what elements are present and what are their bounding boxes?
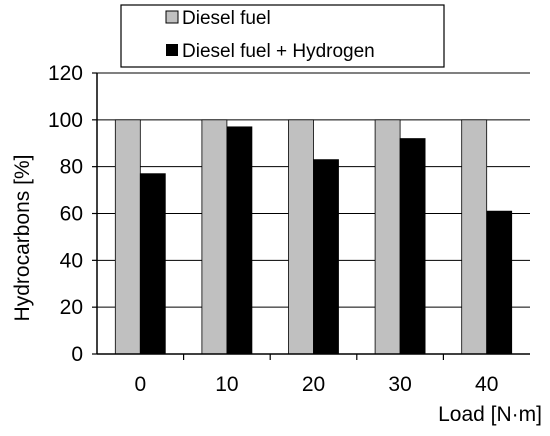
bar-diesel-10 [201,119,228,355]
legend-swatch-diesel [165,10,179,24]
x-tick-labels: 0 10 20 30 40 [134,373,498,396]
y-tick-label-100: 100 [48,109,83,132]
bar-diesel-hydrogen-30 [399,138,426,355]
y-tick-label-20: 20 [60,296,83,319]
axes [92,72,530,360]
legend-label-diesel-hydrogen: Diesel fuel + Hydrogen [182,41,375,62]
bar-diesel-40 [461,119,488,355]
bar-diesel-hydrogen-40 [486,210,513,355]
legend-swatch-diesel-hydrogen [166,44,178,56]
legend: Diesel fuel Diesel fuel + Hydrogen [120,4,445,68]
x-tick-label-30: 30 [388,373,411,396]
x-axis-title: Load [N·m] [438,403,542,426]
legend-box [120,4,445,68]
y-tick-label-0: 0 [71,343,83,366]
y-tick-label-80: 80 [60,156,83,179]
y-tick-label-40: 40 [60,249,83,272]
y-tick-labels: 0 20 40 60 80 100 120 [48,62,83,366]
y-tick-label-60: 60 [60,203,83,226]
y-axis-title: Hydrocarbons [%] [11,155,34,322]
y-tick-label-120: 120 [48,62,83,85]
bar-diesel-30 [374,119,401,355]
x-tick-label-40: 40 [475,373,498,396]
bar-diesel-20 [288,119,314,355]
x-tick-label-10: 10 [215,373,238,396]
legend-label-diesel: Diesel fuel [182,8,271,29]
x-tick-label-0: 0 [134,373,146,396]
bar-diesel-hydrogen-10 [226,126,253,355]
bars [114,119,513,355]
bar-diesel-0 [114,119,141,355]
bar-diesel-hydrogen-20 [313,159,339,355]
x-tick-label-20: 20 [302,373,325,396]
bar-diesel-hydrogen-0 [139,173,166,355]
